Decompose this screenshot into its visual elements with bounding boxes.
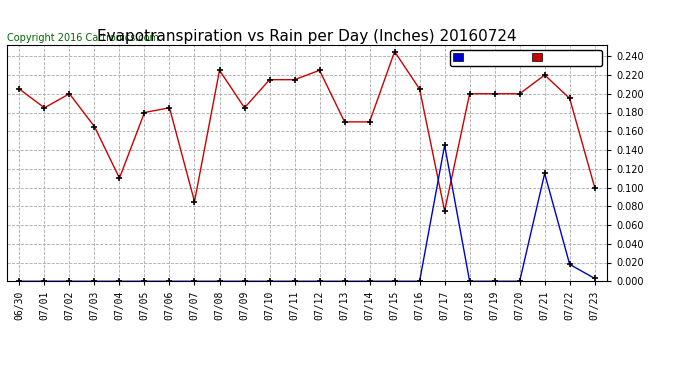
Title: Evapotranspiration vs Rain per Day (Inches) 20160724: Evapotranspiration vs Rain per Day (Inch…	[97, 29, 517, 44]
Legend: Rain (Inches), ET (Inches): Rain (Inches), ET (Inches)	[451, 50, 602, 66]
Text: Copyright 2016 Cartronics.com: Copyright 2016 Cartronics.com	[7, 33, 159, 43]
